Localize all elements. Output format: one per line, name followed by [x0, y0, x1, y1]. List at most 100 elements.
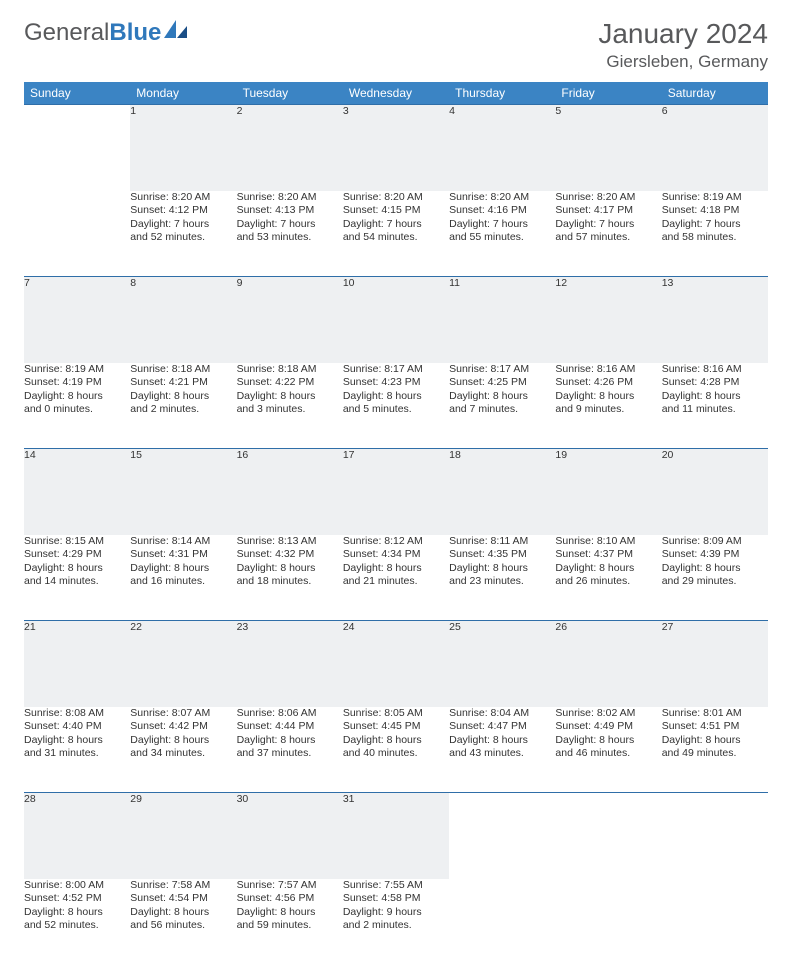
day-line: and 57 minutes. [555, 231, 661, 245]
day-cell: Sunrise: 8:05 AMSunset: 4:45 PMDaylight:… [343, 707, 449, 793]
day-line: Daylight: 7 hours [343, 218, 449, 232]
day-line: Sunset: 4:21 PM [130, 376, 236, 390]
day-number: 14 [24, 449, 130, 535]
day-line: Sunrise: 8:09 AM [662, 535, 768, 549]
day-line: and 23 minutes. [449, 575, 555, 589]
day-cell [24, 191, 130, 277]
day-line: Daylight: 8 hours [343, 390, 449, 404]
day-line: and 37 minutes. [237, 747, 343, 761]
day-line: and 49 minutes. [662, 747, 768, 761]
day-cell: Sunrise: 7:55 AMSunset: 4:58 PMDaylight:… [343, 879, 449, 965]
day-cell: Sunrise: 8:15 AMSunset: 4:29 PMDaylight:… [24, 535, 130, 621]
day-line: and 52 minutes. [24, 919, 130, 933]
brand-part2: Blue [109, 19, 161, 47]
day-line: Daylight: 8 hours [449, 390, 555, 404]
day-line: Daylight: 7 hours [237, 218, 343, 232]
day-line: Sunset: 4:51 PM [662, 720, 768, 734]
day-number [555, 793, 661, 879]
day-line: and 34 minutes. [130, 747, 236, 761]
day-number: 20 [662, 449, 768, 535]
day-line: Sunrise: 8:02 AM [555, 707, 661, 721]
day-line: Sunset: 4:13 PM [237, 204, 343, 218]
day-number: 11 [449, 277, 555, 363]
day-line: and 5 minutes. [343, 403, 449, 417]
day-line: Daylight: 7 hours [449, 218, 555, 232]
day-line: Sunset: 4:25 PM [449, 376, 555, 390]
day-line: Daylight: 8 hours [237, 562, 343, 576]
day-cell: Sunrise: 8:19 AMSunset: 4:19 PMDaylight:… [24, 363, 130, 449]
day-line: Sunset: 4:16 PM [449, 204, 555, 218]
day-line: Sunset: 4:39 PM [662, 548, 768, 562]
month-title: January 2024 [598, 18, 768, 50]
day-cell: Sunrise: 8:20 AMSunset: 4:15 PMDaylight:… [343, 191, 449, 277]
day-line: Daylight: 8 hours [555, 562, 661, 576]
day-line: Daylight: 8 hours [130, 562, 236, 576]
day-cell: Sunrise: 8:17 AMSunset: 4:23 PMDaylight:… [343, 363, 449, 449]
day-line: and 18 minutes. [237, 575, 343, 589]
day-line: Sunrise: 8:01 AM [662, 707, 768, 721]
day-line: Sunset: 4:45 PM [343, 720, 449, 734]
day-cell: Sunrise: 8:12 AMSunset: 4:34 PMDaylight:… [343, 535, 449, 621]
day-line: Sunset: 4:40 PM [24, 720, 130, 734]
day-line: Daylight: 8 hours [237, 734, 343, 748]
day-cell: Sunrise: 8:01 AMSunset: 4:51 PMDaylight:… [662, 707, 768, 793]
day-number: 21 [24, 621, 130, 707]
day-number: 7 [24, 277, 130, 363]
day-number: 28 [24, 793, 130, 879]
content-row: Sunrise: 8:00 AMSunset: 4:52 PMDaylight:… [24, 879, 768, 965]
day-line: Daylight: 7 hours [662, 218, 768, 232]
day-number: 25 [449, 621, 555, 707]
day-line: and 2 minutes. [130, 403, 236, 417]
day-number: 29 [130, 793, 236, 879]
day-line: and 2 minutes. [343, 919, 449, 933]
day-line: Daylight: 8 hours [555, 734, 661, 748]
day-line: Daylight: 8 hours [449, 734, 555, 748]
day-line: Sunrise: 8:13 AM [237, 535, 343, 549]
weekday-header: Wednesday [343, 82, 449, 105]
content-row: Sunrise: 8:19 AMSunset: 4:19 PMDaylight:… [24, 363, 768, 449]
daynum-row: 28293031 [24, 793, 768, 879]
day-number [24, 105, 130, 191]
day-cell: Sunrise: 8:13 AMSunset: 4:32 PMDaylight:… [237, 535, 343, 621]
weekday-header: Saturday [662, 82, 768, 105]
day-line: Sunset: 4:32 PM [237, 548, 343, 562]
day-line: Sunrise: 7:57 AM [237, 879, 343, 893]
day-line: Sunrise: 8:04 AM [449, 707, 555, 721]
day-cell: Sunrise: 8:19 AMSunset: 4:18 PMDaylight:… [662, 191, 768, 277]
day-number [449, 793, 555, 879]
day-cell: Sunrise: 8:02 AMSunset: 4:49 PMDaylight:… [555, 707, 661, 793]
day-line: Sunrise: 8:05 AM [343, 707, 449, 721]
day-cell [662, 879, 768, 965]
brand-part1: General [24, 19, 109, 47]
weekday-header: Friday [555, 82, 661, 105]
day-cell: Sunrise: 8:18 AMSunset: 4:22 PMDaylight:… [237, 363, 343, 449]
day-number: 1 [130, 105, 236, 191]
day-line: Sunrise: 8:20 AM [555, 191, 661, 205]
day-line: and 0 minutes. [24, 403, 130, 417]
day-line: Sunset: 4:42 PM [130, 720, 236, 734]
day-line: Sunset: 4:18 PM [662, 204, 768, 218]
day-number: 18 [449, 449, 555, 535]
day-line: Daylight: 8 hours [343, 734, 449, 748]
day-line: and 31 minutes. [24, 747, 130, 761]
day-line: Daylight: 8 hours [555, 390, 661, 404]
day-line: Sunset: 4:29 PM [24, 548, 130, 562]
day-line: Daylight: 8 hours [343, 562, 449, 576]
day-line: Daylight: 8 hours [24, 562, 130, 576]
day-cell: Sunrise: 8:20 AMSunset: 4:17 PMDaylight:… [555, 191, 661, 277]
day-line: Sunset: 4:34 PM [343, 548, 449, 562]
day-number: 17 [343, 449, 449, 535]
day-line: Sunrise: 8:20 AM [343, 191, 449, 205]
day-number: 24 [343, 621, 449, 707]
day-number: 8 [130, 277, 236, 363]
day-line: Sunrise: 7:55 AM [343, 879, 449, 893]
day-cell: Sunrise: 8:06 AMSunset: 4:44 PMDaylight:… [237, 707, 343, 793]
day-line: Sunrise: 8:00 AM [24, 879, 130, 893]
day-line: Sunset: 4:54 PM [130, 892, 236, 906]
day-number: 13 [662, 277, 768, 363]
day-cell: Sunrise: 8:10 AMSunset: 4:37 PMDaylight:… [555, 535, 661, 621]
weekday-header-row: Sunday Monday Tuesday Wednesday Thursday… [24, 82, 768, 105]
day-line: and 21 minutes. [343, 575, 449, 589]
day-line: Daylight: 8 hours [662, 390, 768, 404]
day-line: Daylight: 8 hours [130, 734, 236, 748]
